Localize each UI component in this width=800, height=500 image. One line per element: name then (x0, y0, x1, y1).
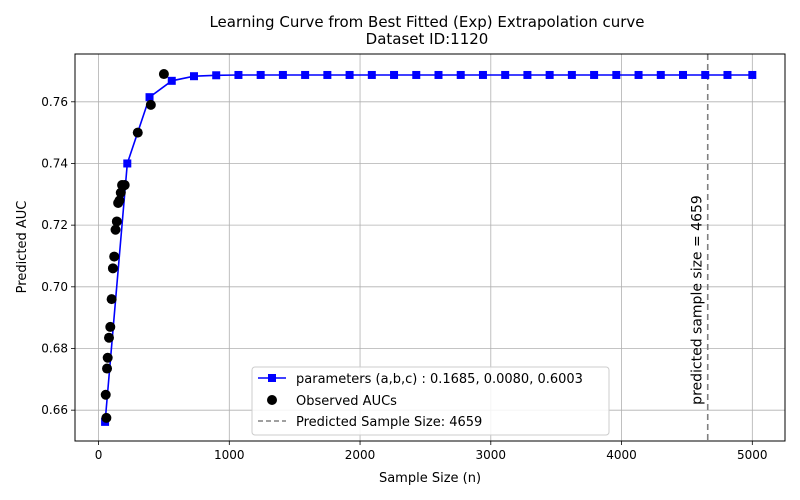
fitted-curve-point (212, 71, 221, 80)
y-axis-ticks: 0.66 0.68 0.70 0.72 0.74 0.76 (41, 95, 75, 417)
observed-auc-point (101, 412, 112, 423)
fitted-curve-point (723, 70, 732, 79)
y-axis-label: Predicted AUC (15, 201, 30, 294)
y-tick-label: 0.70 (41, 280, 68, 294)
fitted-curve-point (456, 70, 465, 79)
fitted-curve (101, 70, 757, 426)
legend-label-predicted: Predicted Sample Size: 4659 (296, 415, 482, 430)
observed-auc-point (145, 99, 156, 110)
x-tick-label: 4000 (606, 448, 637, 462)
y-tick-label: 0.66 (41, 403, 68, 417)
legend-label-fitted: parameters (a,b,c) : 0.1685, 0.0080, 0.6… (296, 372, 583, 387)
observed-auc-point (110, 224, 121, 235)
grid (75, 54, 785, 441)
observed-aucs (100, 69, 169, 423)
fitted-curve-point (567, 70, 576, 79)
x-axis-label: Sample Size (n) (379, 471, 481, 486)
x-tick-label: 5000 (737, 448, 768, 462)
chart-subtitle: Dataset ID:1120 (366, 30, 489, 48)
observed-auc-point (132, 127, 143, 138)
legend-circle-marker (267, 395, 277, 405)
fitted-curve-point (590, 70, 599, 79)
fitted-curve-point (145, 93, 154, 102)
fitted-curve-point (701, 70, 710, 79)
plot-frame (74, 53, 786, 442)
x-tick-label: 0 (95, 448, 103, 462)
legend-label-observed: Observed AUCs (296, 394, 397, 409)
y-tick-label: 0.68 (41, 341, 68, 355)
fitted-curve-point (634, 70, 643, 79)
legend-box (251, 366, 610, 436)
legend-square-marker (268, 374, 276, 382)
y-tick-label: 0.76 (41, 95, 68, 109)
fitted-curve-point (123, 159, 132, 168)
fitted-curve-point (679, 70, 688, 79)
observed-auc-point (102, 363, 113, 374)
observed-auc-point (119, 180, 130, 191)
fitted-curve-point (612, 70, 621, 79)
fitted-curve-point (434, 70, 443, 79)
observed-auc-point (105, 321, 116, 332)
fitted-curve-point (367, 70, 376, 79)
fitted-curve-point (390, 70, 399, 79)
fitted-curve-point (412, 70, 421, 79)
fitted-curve-point (167, 76, 176, 85)
observed-auc-point (111, 216, 122, 227)
fitted-curve-point (323, 70, 332, 79)
fitted-curve-point (278, 70, 287, 79)
observed-auc-point (100, 389, 111, 400)
y-tick-label: 0.72 (41, 218, 68, 232)
observed-auc-point (114, 195, 125, 206)
fitted-curve-point (234, 70, 243, 79)
fitted-curve-point (345, 70, 354, 79)
fitted-curve-point (523, 70, 532, 79)
predicted-sample-size-annotation: predicted sample size = 4659 (690, 195, 706, 405)
x-axis-ticks: 0 1000 2000 3000 4000 5000 (95, 441, 768, 462)
y-tick-label: 0.74 (41, 156, 68, 170)
legend: parameters (a,b,c) : 0.1685, 0.0080, 0.6… (251, 366, 610, 436)
chart-title: Learning Curve from Best Fitted (Exp) Ex… (209, 13, 644, 31)
fitted-curve-point (545, 70, 554, 79)
fitted-curve-point (256, 70, 265, 79)
fitted-curve-point (189, 72, 198, 81)
observed-auc-point (158, 69, 169, 80)
observed-auc-point (109, 251, 120, 262)
observed-auc-point (107, 263, 118, 274)
fitted-curve-point (301, 70, 310, 79)
fitted-curve-point (656, 70, 665, 79)
x-tick-label: 3000 (476, 448, 507, 462)
x-tick-label: 2000 (345, 448, 376, 462)
fitted-curve-point (478, 70, 487, 79)
observed-auc-point (106, 294, 117, 305)
fitted-curve-point (501, 70, 510, 79)
fitted-curve-point (748, 70, 757, 79)
observed-auc-point (103, 332, 114, 343)
observed-auc-point (102, 352, 113, 363)
x-tick-label: 1000 (214, 448, 245, 462)
